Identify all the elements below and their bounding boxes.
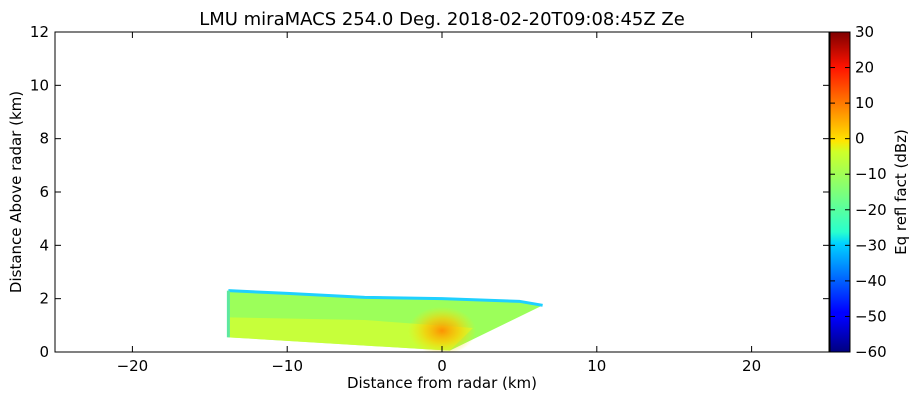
x-tick-label: −10 bbox=[271, 357, 303, 375]
x-tick-label: −20 bbox=[117, 357, 149, 375]
x-tick-label: 10 bbox=[587, 357, 606, 375]
y-tick-label: 2 bbox=[39, 290, 49, 308]
x-axis: −20 −10 0 10 20 bbox=[117, 32, 761, 375]
y-axis: 0 2 4 6 8 10 12 bbox=[30, 23, 829, 361]
colorbar-label: Eq refl fact (dBz) bbox=[892, 129, 910, 255]
echo-core bbox=[407, 306, 477, 352]
colorbar-tick-label: 10 bbox=[855, 94, 874, 112]
y-tick-label: 0 bbox=[39, 343, 49, 361]
colorbar-tick-label: −60 bbox=[855, 343, 887, 361]
colorbar bbox=[829, 31, 851, 353]
colorbar-tick-label: −20 bbox=[855, 201, 887, 219]
y-tick-label: 12 bbox=[30, 23, 49, 41]
colorbar-axis: 30 20 10 0 −10 −20 −30 −40 −50 −60 bbox=[830, 23, 887, 361]
colorbar-tick-label: 0 bbox=[855, 130, 865, 148]
x-tick-label: 0 bbox=[437, 357, 447, 375]
colorbar-tick-label: 20 bbox=[855, 59, 874, 77]
colorbar-tick-label: −50 bbox=[855, 307, 887, 325]
y-tick-label: 6 bbox=[39, 183, 49, 201]
x-tick-label: 20 bbox=[742, 357, 761, 375]
y-axis-label: Distance Above radar (km) bbox=[7, 91, 25, 293]
y-tick-label: 4 bbox=[39, 236, 49, 254]
x-axis-label: Distance from radar (km) bbox=[347, 374, 537, 392]
echo-top-edge bbox=[228, 289, 543, 307]
y-tick-label: 10 bbox=[30, 76, 49, 94]
chart-title: LMU miraMACS 254.0 Deg. 2018-02-20T09:08… bbox=[199, 9, 685, 30]
colorbar-tick-label: −10 bbox=[855, 165, 887, 183]
colorbar-tick-label: −30 bbox=[855, 236, 887, 254]
y-tick-label: 8 bbox=[39, 130, 49, 148]
colorbar-tick-label: 30 bbox=[855, 23, 874, 41]
colorbar-tick-label: −40 bbox=[855, 272, 887, 290]
plot-area bbox=[226, 289, 543, 352]
